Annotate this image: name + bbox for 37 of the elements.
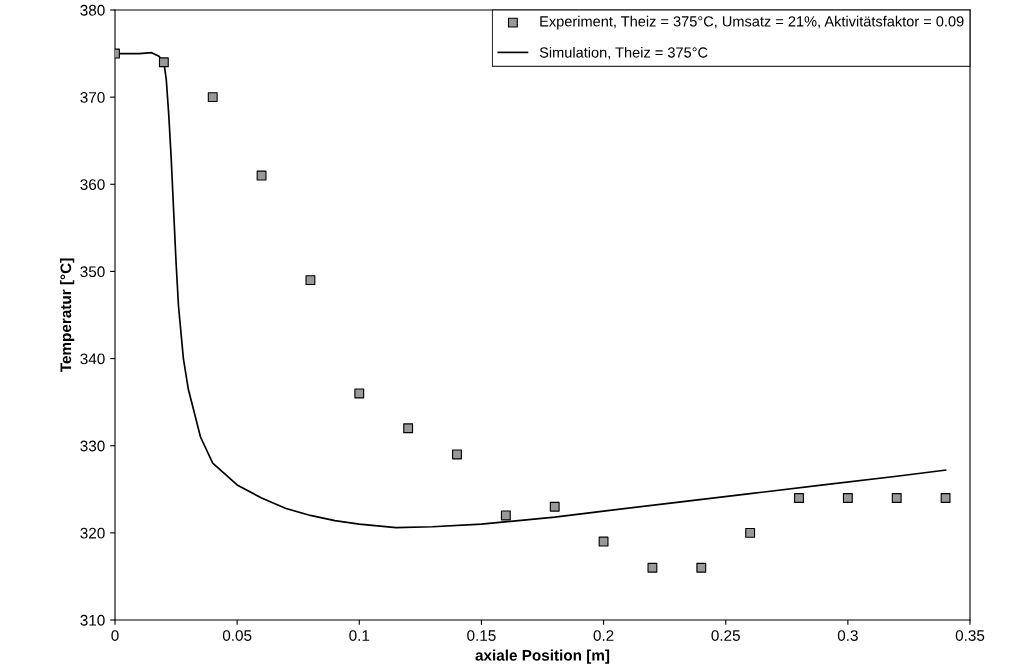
point [207, 92, 218, 103]
point [354, 388, 365, 399]
point [598, 536, 609, 547]
x-tick-label: 0.3 [837, 630, 858, 641]
y-axis-title: Temperatur [°C] [59, 258, 75, 373]
y-tick-label: 360 [80, 179, 105, 190]
point [891, 493, 902, 503]
point [256, 170, 267, 181]
y-tick-label: 330 [80, 440, 105, 452]
point [696, 562, 707, 573]
y-tick-label: 320 [80, 527, 105, 539]
point [647, 562, 658, 573]
x-axis-title: axiale Position [m] [475, 649, 610, 664]
x-tick-label: 0.1 [349, 630, 370, 641]
point [305, 275, 316, 286]
point [745, 527, 756, 538]
y-tick-label: 350 [80, 266, 105, 278]
y-tick-label: 340 [80, 353, 105, 365]
point [500, 510, 511, 521]
y-tick-label: 380 [80, 4, 105, 16]
x-tick-label: 0.25 [711, 630, 740, 641]
point [794, 493, 804, 503]
legend-label: Simulation, Theiz = 375°C [539, 46, 708, 60]
x-tick-label: 0.2 [593, 630, 614, 641]
y-tick-label: 310 [80, 614, 105, 626]
y-tick-label: 370 [80, 92, 105, 103]
point [403, 423, 414, 434]
x-tick-label: 0 [111, 630, 119, 641]
point [940, 493, 951, 503]
x-tick-label: 0.35 [955, 630, 985, 641]
point [158, 57, 169, 68]
legend-label: Experiment, Theiz = 375°C, Umsatz = 21%, Aktivitätsfaktor = 0.09 [540, 15, 964, 30]
point [452, 449, 462, 460]
x-tick-label: 0.05 [222, 630, 252, 641]
x-tick-label: 0.15 [467, 630, 496, 641]
point [842, 493, 853, 503]
point [549, 501, 560, 512]
